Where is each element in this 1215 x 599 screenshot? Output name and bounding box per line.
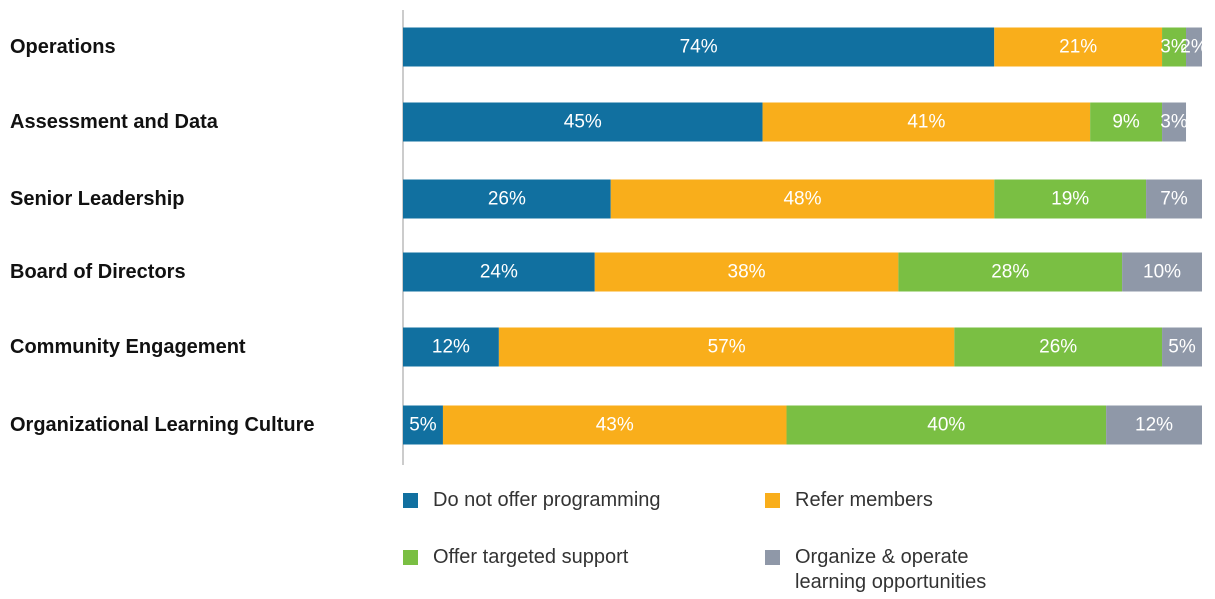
legend-item: Do not offer programming [403,488,683,513]
value-label: 26% [488,189,526,210]
bar-segment [403,102,763,142]
bar-segment [594,252,899,292]
legend-swatch [765,493,780,508]
value-label: 26% [1039,337,1077,358]
bar-segment [1162,27,1187,67]
legend-swatch [403,493,418,508]
category-label: Organizational Learning Culture [10,414,314,436]
bar-segment [1162,102,1187,142]
value-label: 45% [564,112,602,133]
category-label: Board of Directors [10,261,186,283]
value-label: 7% [1160,189,1188,210]
legend-swatch [403,550,418,565]
bar-segment [610,179,995,219]
category-label: Assessment and Data [10,111,219,133]
bar-segment [442,405,787,445]
chart: Operations 74% 21% 3%2%Assessment and Data 4… [10,10,1208,465]
value-label: 3% [1160,112,1188,133]
value-label: 19% [1051,189,1089,210]
value-label: 38% [728,262,766,283]
bar-segment [1186,27,1202,67]
legend-label: Do not offer programming [433,489,661,511]
category-label: Operations [10,36,116,58]
bar-segment [1162,327,1202,367]
value-label: 5% [1168,337,1196,358]
value-label: 28% [991,262,1029,283]
value-label: 57% [708,337,746,358]
bar-segment [1122,252,1202,292]
legend-label: Organize & operate learning opportunitie… [795,546,987,593]
value-label: 12% [1135,415,1173,436]
value-label: 74% [680,37,718,58]
value-label: 2% [1180,37,1208,58]
bar-segment [1146,179,1202,219]
value-label: 10% [1143,262,1181,283]
bar-segment [1090,102,1163,142]
legend-item: Organize & operate learning opportunitie… [765,545,1045,595]
category-label: Community Engagement [10,336,246,358]
bar-segment [762,102,1091,142]
bar-segment [786,405,1107,445]
bar-segment [994,27,1163,67]
legend-item: Offer targeted support [403,545,683,570]
bar-segment [898,252,1123,292]
legend-label: Refer members [795,489,933,511]
bar-segment [954,327,1163,367]
value-label: 43% [596,415,634,436]
value-label: 41% [907,112,945,133]
bar-segment [403,27,995,67]
value-label: 24% [480,262,518,283]
category-label: Senior Leadership [10,188,185,210]
bar-segment [498,327,955,367]
value-label: 9% [1112,112,1140,133]
bar-segment [403,252,595,292]
bar-segment [403,405,443,445]
value-label: 12% [432,337,470,358]
legend-swatch [765,550,780,565]
bar-segment [1106,405,1202,445]
legend-label: Offer targeted support [433,546,629,568]
value-label: 5% [409,415,437,436]
bar-segment [403,179,611,219]
bar-segment [403,327,499,367]
value-label: 40% [927,415,965,436]
value-label: 48% [783,189,821,210]
legend-item: Refer members [765,488,1045,513]
bar-segment [994,179,1147,219]
value-label: 3% [1160,37,1188,58]
value-label: 21% [1059,37,1097,58]
